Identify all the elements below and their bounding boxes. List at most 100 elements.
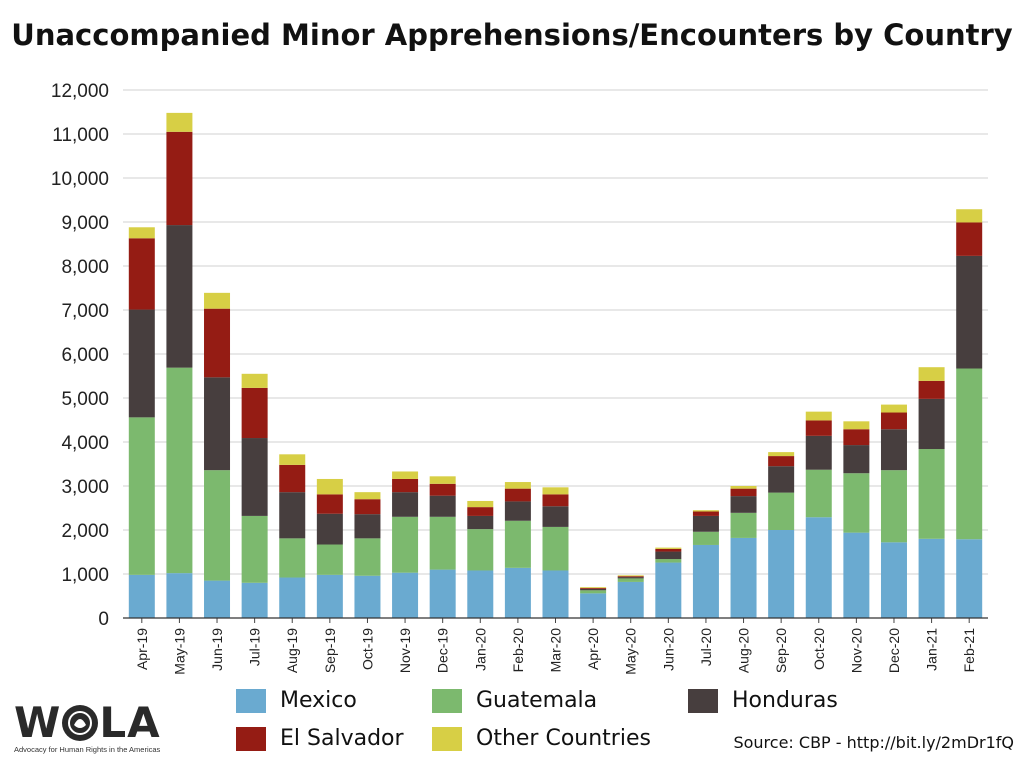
- bar-segment-mexico: [467, 570, 494, 618]
- bar-segment-other-countries: [580, 587, 607, 589]
- bar-segment-guatemala: [166, 367, 193, 574]
- bar-segment-mexico: [692, 544, 719, 618]
- bar-segment-el-salvador: [580, 588, 607, 589]
- bar-segment-honduras: [241, 438, 268, 516]
- bar-segment-mexico: [843, 532, 870, 618]
- bar-segment-honduras: [956, 255, 983, 369]
- bar-segment-honduras: [166, 225, 193, 368]
- bar-segment-honduras: [354, 514, 381, 539]
- legend-label: El Salvador: [280, 726, 404, 751]
- bar-segment-mexico: [504, 567, 531, 618]
- x-tick-label: Aug-20: [736, 628, 752, 673]
- y-tick-label: 2,000: [61, 521, 109, 542]
- x-tick-label: Dec-19: [435, 628, 451, 673]
- bar-segment-mexico: [542, 570, 569, 618]
- x-tick-label: Dec-20: [886, 628, 902, 673]
- legend-swatch-guatemala: [432, 688, 462, 713]
- legend-swatch-el-salvador: [236, 726, 266, 751]
- logo-emblem-icon: [62, 705, 99, 741]
- bar-segment-honduras: [316, 513, 343, 545]
- bar-segment-guatemala: [580, 590, 607, 594]
- chart-title: Unaccompanied Minor Apprehensions/Encoun…: [11, 18, 1013, 52]
- legend-label: Guatemala: [476, 688, 598, 713]
- y-tick-label: 0: [98, 609, 109, 630]
- bar-segment-el-salvador: [956, 222, 983, 256]
- bar-segment-other-countries: [392, 471, 419, 479]
- x-axis-ticks: Apr-19 May-19 Jun-19 Jul-19 Aug-19 Sep-19 Oct-…: [134, 618, 977, 675]
- bar-segment-other-countries: [279, 454, 306, 465]
- x-tick-label: Jan-20: [472, 628, 488, 671]
- x-tick-label: May-19: [171, 628, 187, 675]
- bar-segment-guatemala: [429, 516, 456, 570]
- bar-segment-other-countries: [843, 421, 870, 430]
- bar-segment-el-salvador: [128, 238, 155, 310]
- bar-segment-el-salvador: [617, 576, 644, 578]
- bar-segment-honduras: [504, 501, 531, 521]
- legend-item-el-salvador: El Salvador: [236, 726, 404, 751]
- x-tick-label: May-20: [623, 628, 639, 675]
- bar-segment-guatemala: [918, 449, 945, 539]
- bar-segment-honduras: [880, 429, 907, 471]
- legend-item-guatemala: Guatemala: [432, 688, 597, 713]
- bar-stacks: [128, 112, 983, 618]
- bar-segment-other-countries: [730, 486, 757, 489]
- x-tick-label: Oct-19: [359, 628, 375, 670]
- bar-segment-honduras: [429, 495, 456, 517]
- bar-segment-guatemala: [768, 492, 795, 530]
- legend-swatch-mexico: [236, 688, 266, 713]
- bar-segment-mexico: [204, 580, 231, 618]
- bar-segment-mexico: [166, 573, 193, 618]
- bar-segment-other-countries: [166, 112, 193, 132]
- x-tick-label: Jul-19: [247, 628, 263, 666]
- bar-segment-mexico: [805, 517, 832, 618]
- y-tick-label: 8,000: [61, 257, 109, 278]
- bar-segment-guatemala: [805, 469, 832, 518]
- bar-segment-guatemala: [692, 531, 719, 545]
- bar-segment-other-countries: [241, 373, 268, 388]
- legend: Mexico Guatemala Honduras El Salvador Ot…: [236, 688, 838, 758]
- bar-segment-mexico: [655, 562, 682, 618]
- y-tick-label: 12,000: [51, 81, 109, 102]
- bar-segment-guatemala: [204, 470, 231, 581]
- x-tick-label: Jun-19: [209, 628, 225, 671]
- bar-segment-honduras: [918, 398, 945, 450]
- bar-segment-guatemala: [880, 470, 907, 543]
- bar-segment-guatemala: [316, 544, 343, 575]
- bar-segment-other-countries: [918, 367, 945, 381]
- bar-segment-el-salvador: [843, 429, 870, 446]
- bar-segment-el-salvador: [279, 464, 306, 493]
- legend-item-honduras: Honduras: [688, 688, 838, 713]
- legend-label: Other Countries: [476, 726, 651, 751]
- bar-segment-el-salvador: [504, 488, 531, 502]
- bar-segment-other-countries: [768, 452, 795, 457]
- x-tick-label: Sep-19: [322, 628, 338, 673]
- bar-segment-honduras: [128, 309, 155, 418]
- bar-segment-guatemala: [730, 512, 757, 538]
- bar-segment-guatemala: [241, 515, 268, 583]
- bar-segment-guatemala: [542, 526, 569, 571]
- bar-segment-honduras: [392, 492, 419, 517]
- bar-segment-guatemala: [655, 559, 682, 563]
- x-tick-label: Apr-19: [134, 628, 150, 670]
- bar-segment-other-countries: [956, 209, 983, 223]
- stacked-bar-chart: 0 1,000 2,000 3,000 4,000 5,000 6,000 7,000 8,00…: [51, 81, 988, 675]
- bar-segment-mexico: [354, 575, 381, 618]
- bar-segment-mexico: [918, 538, 945, 618]
- x-tick-label: Jan-21: [924, 628, 940, 671]
- logo-tagline: Advocacy for Human Rights in the America…: [14, 745, 161, 754]
- bar-segment-el-salvador: [542, 494, 569, 507]
- legend-item-other-countries: Other Countries: [432, 726, 651, 751]
- bar-segment-other-countries: [655, 547, 682, 549]
- bar-segment-mexico: [279, 577, 306, 618]
- x-tick-label: Nov-20: [848, 628, 864, 673]
- bar-segment-other-countries: [429, 476, 456, 484]
- legend-label: Honduras: [732, 688, 838, 713]
- bar-segment-mexico: [316, 574, 343, 618]
- x-tick-label: Oct-20: [811, 628, 827, 670]
- bar-segment-other-countries: [128, 227, 155, 239]
- bar-segment-honduras: [467, 515, 494, 530]
- bar-segment-el-salvador: [467, 507, 494, 516]
- bar-segment-honduras: [730, 496, 757, 513]
- bar-segment-guatemala: [354, 538, 381, 576]
- bar-segment-mexico: [580, 593, 607, 618]
